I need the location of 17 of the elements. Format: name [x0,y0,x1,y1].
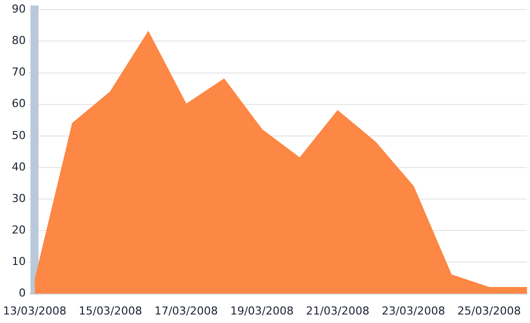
y-tick-label: 30 [12,192,26,205]
x-tick-label: 19/03/2008 [230,304,294,318]
y-tick-label: 60 [12,97,26,110]
x-tick-label: 21/03/2008 [306,304,370,318]
x-tick-label: 15/03/2008 [78,304,142,318]
x-tick-label: 25/03/2008 [457,304,521,318]
x-tick-label: 13/03/2008 [2,304,66,318]
y-tick-label: 90 [12,2,26,16]
x-tick-label: 23/03/2008 [382,304,446,318]
y-tick-label: 10 [12,255,26,268]
y-tick-label: 20 [12,224,26,237]
y-tick-label: 40 [12,160,26,174]
y-tick-label: 70 [12,66,26,79]
x-tick-label: 17/03/2008 [154,304,218,318]
y-tick-label: 0 [18,286,26,300]
y-tick-label: 50 [12,128,26,142]
y-tick-label: 80 [12,34,26,48]
